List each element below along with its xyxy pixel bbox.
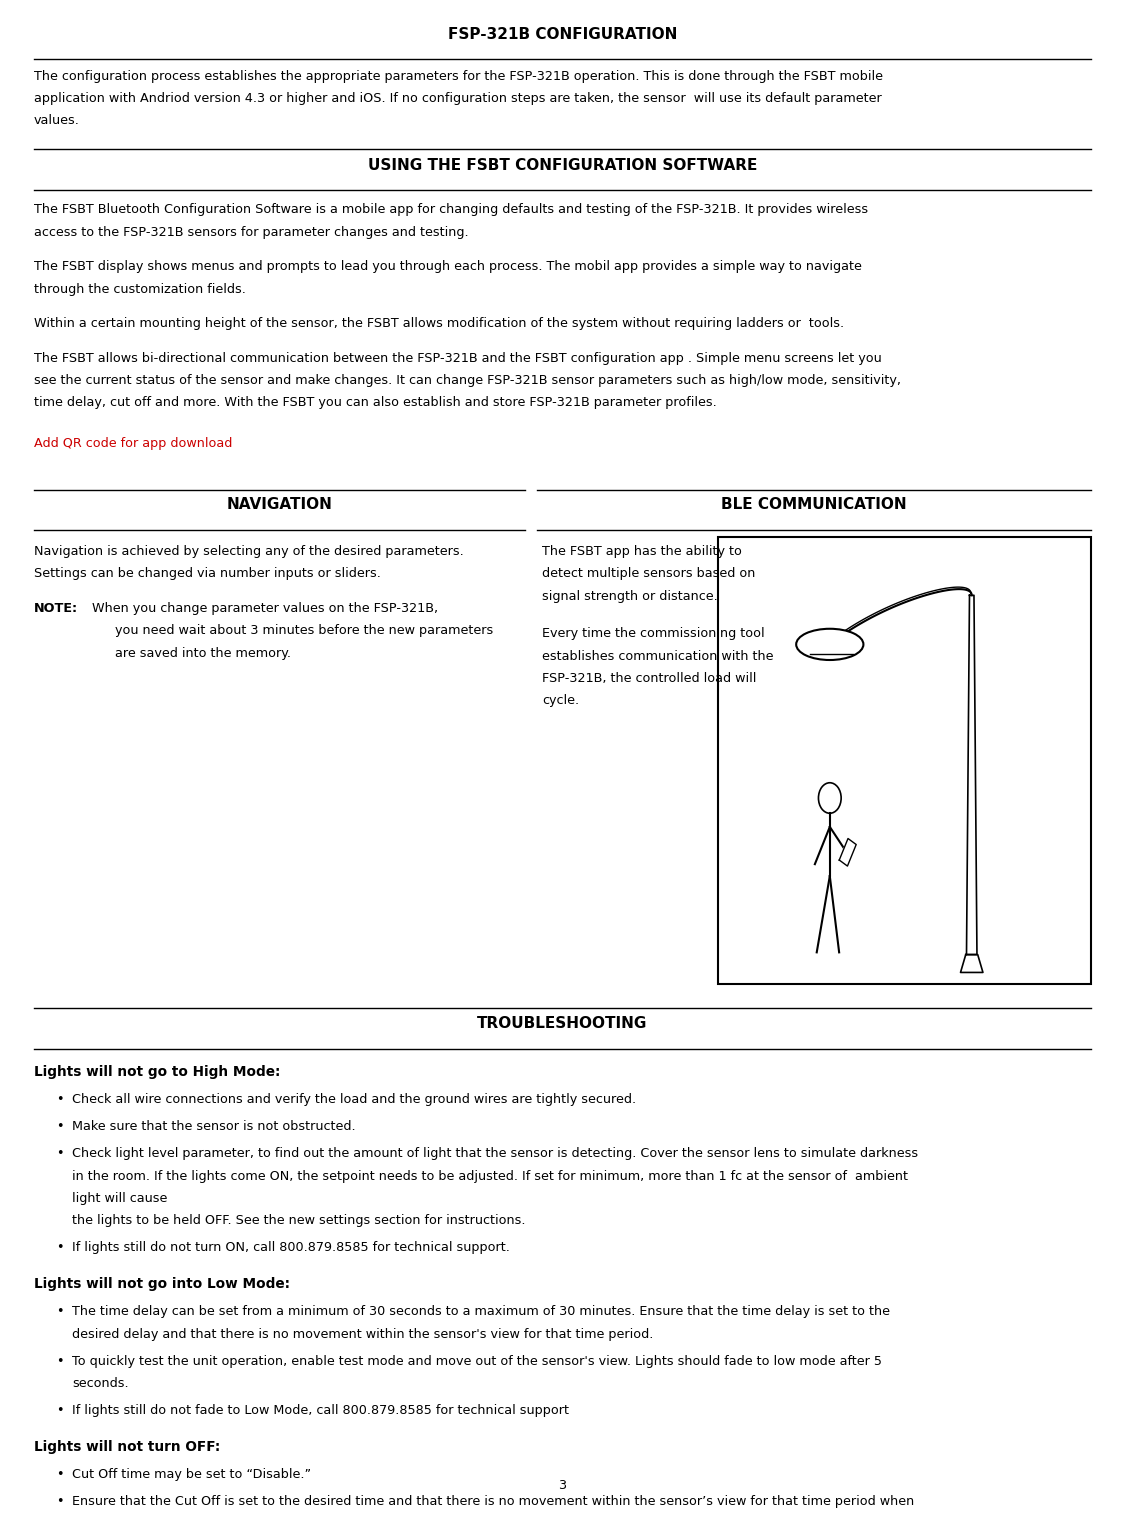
- Text: are saved into the memory.: are saved into the memory.: [115, 646, 290, 660]
- Text: Settings can be changed via number inputs or sliders.: Settings can be changed via number input…: [34, 567, 380, 579]
- Text: Within a certain mounting height of the sensor, the FSBT allows modification of : Within a certain mounting height of the …: [34, 318, 844, 330]
- Text: application with Andriod version 4.3 or higher and iOS. If no configuration step: application with Andriod version 4.3 or …: [34, 92, 882, 104]
- Text: Lights will not turn OFF:: Lights will not turn OFF:: [34, 1440, 220, 1454]
- Text: If lights still do not turn ON, call 800.879.8585 for technical support.: If lights still do not turn ON, call 800…: [72, 1241, 510, 1254]
- Text: To quickly test the unit operation, enable test mode and move out of the sensor': To quickly test the unit operation, enab…: [72, 1354, 882, 1368]
- Text: time delay, cut off and more. With the FSBT you can also establish and store FSP: time delay, cut off and more. With the F…: [34, 396, 717, 410]
- Text: Check light level parameter, to find out the amount of light that the sensor is : Check light level parameter, to find out…: [72, 1147, 918, 1160]
- Text: Lights will not go into Low Mode:: Lights will not go into Low Mode:: [34, 1277, 290, 1291]
- Text: values.: values.: [34, 115, 80, 127]
- Text: •: •: [56, 1094, 64, 1106]
- Text: •: •: [56, 1306, 64, 1318]
- Text: see the current status of the sensor and make changes. It can change FSP-321B se: see the current status of the sensor and…: [34, 374, 901, 387]
- Polygon shape: [839, 838, 856, 865]
- Text: When you change parameter values on the FSP-321B,: When you change parameter values on the …: [92, 602, 439, 614]
- Text: •: •: [56, 1495, 64, 1508]
- Polygon shape: [966, 595, 976, 955]
- Text: Cut Off time may be set to “Disable.”: Cut Off time may be set to “Disable.”: [72, 1468, 312, 1481]
- Ellipse shape: [796, 629, 863, 660]
- Text: Check all wire connections and verify the load and the ground wires are tightly : Check all wire connections and verify th…: [72, 1094, 636, 1106]
- Text: •: •: [56, 1468, 64, 1481]
- Text: you need wait about 3 minutes before the new parameters: you need wait about 3 minutes before the…: [115, 625, 493, 637]
- Text: •: •: [56, 1354, 64, 1368]
- Text: Every time the commissioning tool: Every time the commissioning tool: [542, 628, 765, 640]
- Text: seconds.: seconds.: [72, 1377, 128, 1390]
- Text: Make sure that the sensor is not obstructed.: Make sure that the sensor is not obstruc…: [72, 1120, 356, 1133]
- Text: signal strength or distance.: signal strength or distance.: [542, 590, 718, 602]
- Text: desired delay and that there is no movement within the sensor's view for that ti: desired delay and that there is no movem…: [72, 1328, 654, 1341]
- Text: the lights to be held OFF. See the new settings section for instructions.: the lights to be held OFF. See the new s…: [72, 1215, 525, 1227]
- Text: USING THE FSBT CONFIGURATION SOFTWARE: USING THE FSBT CONFIGURATION SOFTWARE: [368, 157, 757, 172]
- Text: The time delay can be set from a minimum of 30 seconds to a maximum of 30 minute: The time delay can be set from a minimum…: [72, 1306, 890, 1318]
- Text: •: •: [56, 1404, 64, 1416]
- Text: Navigation is achieved by selecting any of the desired parameters.: Navigation is achieved by selecting any …: [34, 545, 464, 558]
- Text: The FSBT app has the ability to: The FSBT app has the ability to: [542, 545, 742, 558]
- Text: FSP-321B CONFIGURATION: FSP-321B CONFIGURATION: [448, 27, 677, 42]
- Text: The configuration process establishes the appropriate parameters for the FSP-321: The configuration process establishes th…: [34, 70, 883, 83]
- Text: Lights will not go to High Mode:: Lights will not go to High Mode:: [34, 1065, 280, 1079]
- Text: If lights still do not fade to Low Mode, call 800.879.8585 for technical support: If lights still do not fade to Low Mode,…: [72, 1404, 569, 1416]
- Text: FSP-321B, the controlled load will: FSP-321B, the controlled load will: [542, 672, 757, 685]
- Text: in the room. If the lights come ON, the setpoint needs to be adjusted. If set fo: in the room. If the lights come ON, the …: [72, 1170, 908, 1183]
- Text: 3: 3: [558, 1478, 567, 1492]
- Text: The FSBT allows bi-directional communication between the FSP-321B and the FSBT c: The FSBT allows bi-directional communica…: [34, 351, 882, 365]
- Text: establishes communication with the: establishes communication with the: [542, 649, 774, 663]
- Text: NOTE:: NOTE:: [34, 602, 78, 614]
- Text: detect multiple sensors based on: detect multiple sensors based on: [542, 567, 756, 579]
- Text: The FSBT display shows menus and prompts to lead you through each process. The m: The FSBT display shows menus and prompts…: [34, 260, 862, 274]
- Text: BLE COMMUNICATION: BLE COMMUNICATION: [721, 498, 907, 513]
- Text: •: •: [56, 1241, 64, 1254]
- Text: cycle.: cycle.: [542, 694, 579, 707]
- Bar: [718, 537, 1091, 983]
- Text: Ensure that the Cut Off is set to the desired time and that there is no movement: Ensure that the Cut Off is set to the de…: [72, 1495, 915, 1508]
- Text: through the customization fields.: through the customization fields.: [34, 283, 245, 295]
- Text: access to the FSP-321B sensors for parameter changes and testing.: access to the FSP-321B sensors for param…: [34, 225, 468, 239]
- Text: light will cause: light will cause: [72, 1192, 168, 1204]
- Text: The FSBT Bluetooth Configuration Software is a mobile app for changing defaults : The FSBT Bluetooth Configuration Softwar…: [34, 203, 867, 216]
- Polygon shape: [961, 955, 983, 973]
- Text: NAVIGATION: NAVIGATION: [226, 498, 333, 513]
- Text: TROUBLESHOOTING: TROUBLESHOOTING: [477, 1017, 648, 1032]
- Text: Add QR code for app download: Add QR code for app download: [34, 437, 232, 449]
- Text: •: •: [56, 1147, 64, 1160]
- Text: •: •: [56, 1120, 64, 1133]
